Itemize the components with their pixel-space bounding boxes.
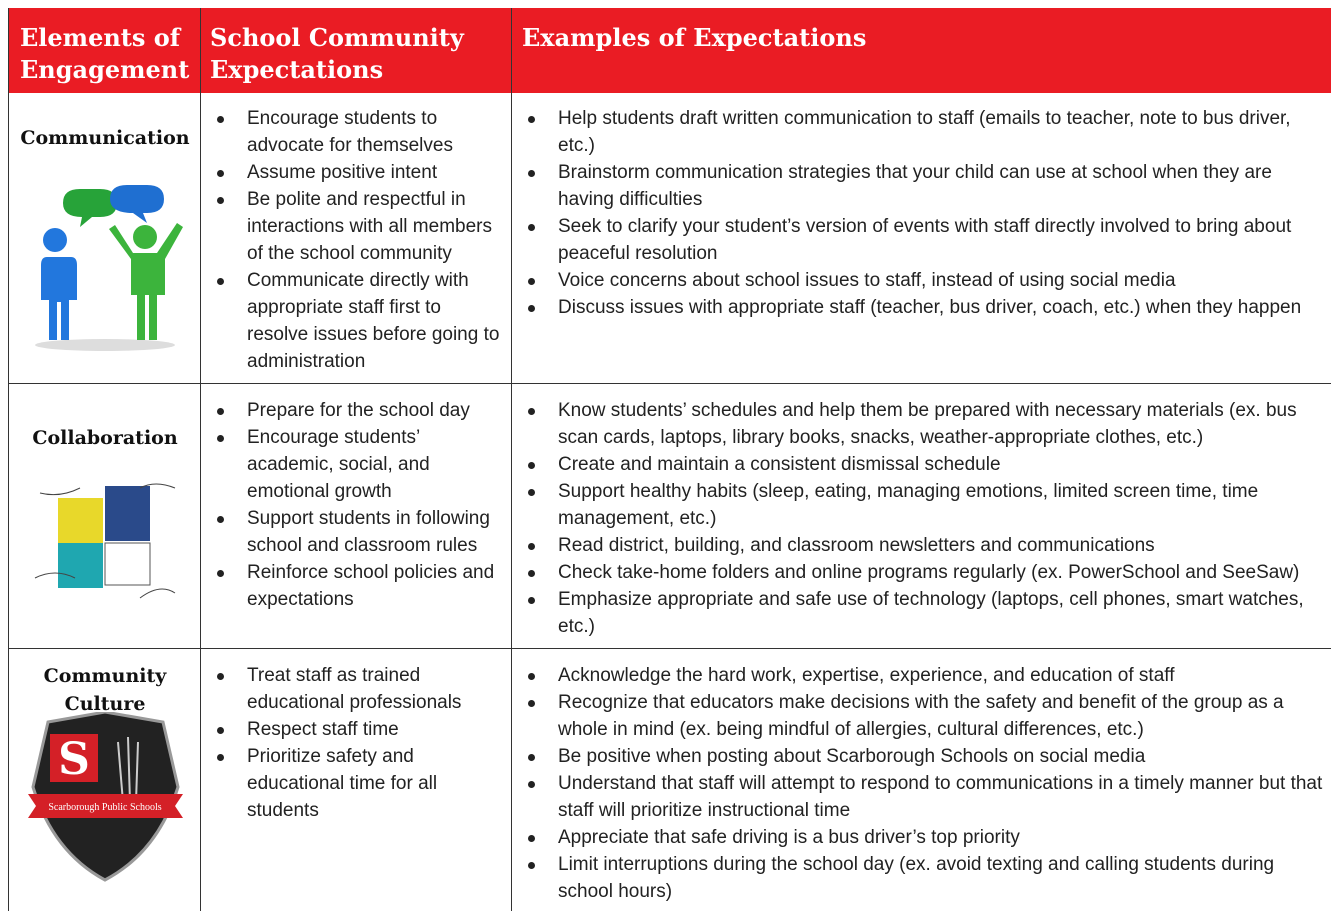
list-item: Appreciate that safe driving is a bus dr… — [516, 824, 1324, 851]
expectations-list: Encourage students to advocate for thems… — [205, 105, 505, 375]
header-bar — [8, 8, 1331, 93]
list-item: Be polite and respectful in interactions… — [205, 186, 505, 267]
list-item: Encourage students’ academic, social, an… — [205, 424, 505, 505]
list-item: Emphasize appropriate and safe use of te… — [516, 586, 1324, 640]
list-item: Know students’ schedules and help them b… — [516, 397, 1324, 451]
list-item: Assume positive intent — [205, 159, 505, 186]
list-item: Help students draft written communicatio… — [516, 105, 1324, 159]
list-item: Treat staff as trained educational profe… — [205, 662, 505, 716]
header-cell: School Community Expectations — [210, 23, 464, 84]
list-item: Understand that staff will attempt to re… — [516, 770, 1324, 824]
examples-list: Help students draft written communicatio… — [516, 105, 1324, 321]
element-name: Communication — [20, 127, 190, 149]
list-item: Support students in following school and… — [205, 505, 505, 559]
border — [511, 8, 512, 911]
collaboration-icon — [34, 483, 176, 599]
list-item: Seek to clarify your student’s version o… — [516, 213, 1324, 267]
list-item: Communicate directly with appropriate st… — [205, 267, 505, 375]
element-name: Collaboration — [32, 427, 178, 449]
list-item: Support healthy habits (sleep, eating, m… — [516, 478, 1324, 532]
list-item: Create and maintain a consistent dismiss… — [516, 451, 1324, 478]
header-cell: Elements of Engagement — [20, 23, 190, 84]
examples-list: Acknowledge the hard work, expertise, ex… — [516, 662, 1324, 905]
border — [8, 8, 9, 911]
school-badge: S Scarborough Public Schools — [28, 712, 183, 882]
border — [200, 8, 201, 911]
list-item: Recognize that educators make decisions … — [516, 689, 1324, 743]
list-item: Brainstorm communication strategies that… — [516, 159, 1324, 213]
border — [8, 383, 1331, 384]
badge-letter: S — [58, 734, 90, 785]
communication-icon — [35, 185, 183, 351]
list-item: Limit interruptions during the school da… — [516, 851, 1324, 905]
expectations-list: Treat staff as trained educational profe… — [205, 662, 505, 824]
header-cell: Examples of Expectations — [522, 23, 867, 52]
list-item: Discuss issues with appropriate staff (t… — [516, 294, 1324, 321]
examples-list: Know students’ schedules and help them b… — [516, 397, 1324, 640]
list-item: Acknowledge the hard work, expertise, ex… — [516, 662, 1324, 689]
list-item: Prepare for the school day — [205, 397, 505, 424]
list-item: Prioritize safety and educational time f… — [205, 743, 505, 824]
badge-text: Scarborough Public Schools — [48, 802, 161, 813]
border — [8, 648, 1331, 649]
list-item: Reinforce school policies and expectatio… — [205, 559, 505, 613]
list-item: Voice concerns about school issues to st… — [516, 267, 1324, 294]
element-name: Community Culture — [43, 665, 167, 715]
list-item: Respect staff time — [205, 716, 505, 743]
list-item: Encourage students to advocate for thems… — [205, 105, 505, 159]
expectations-list: Prepare for the school day Encourage stud… — [205, 397, 505, 613]
list-item: Check take-home folders and online progr… — [516, 559, 1324, 586]
list-item: Read district, building, and classroom n… — [516, 532, 1324, 559]
list-item: Be positive when posting about Scarborou… — [516, 743, 1324, 770]
